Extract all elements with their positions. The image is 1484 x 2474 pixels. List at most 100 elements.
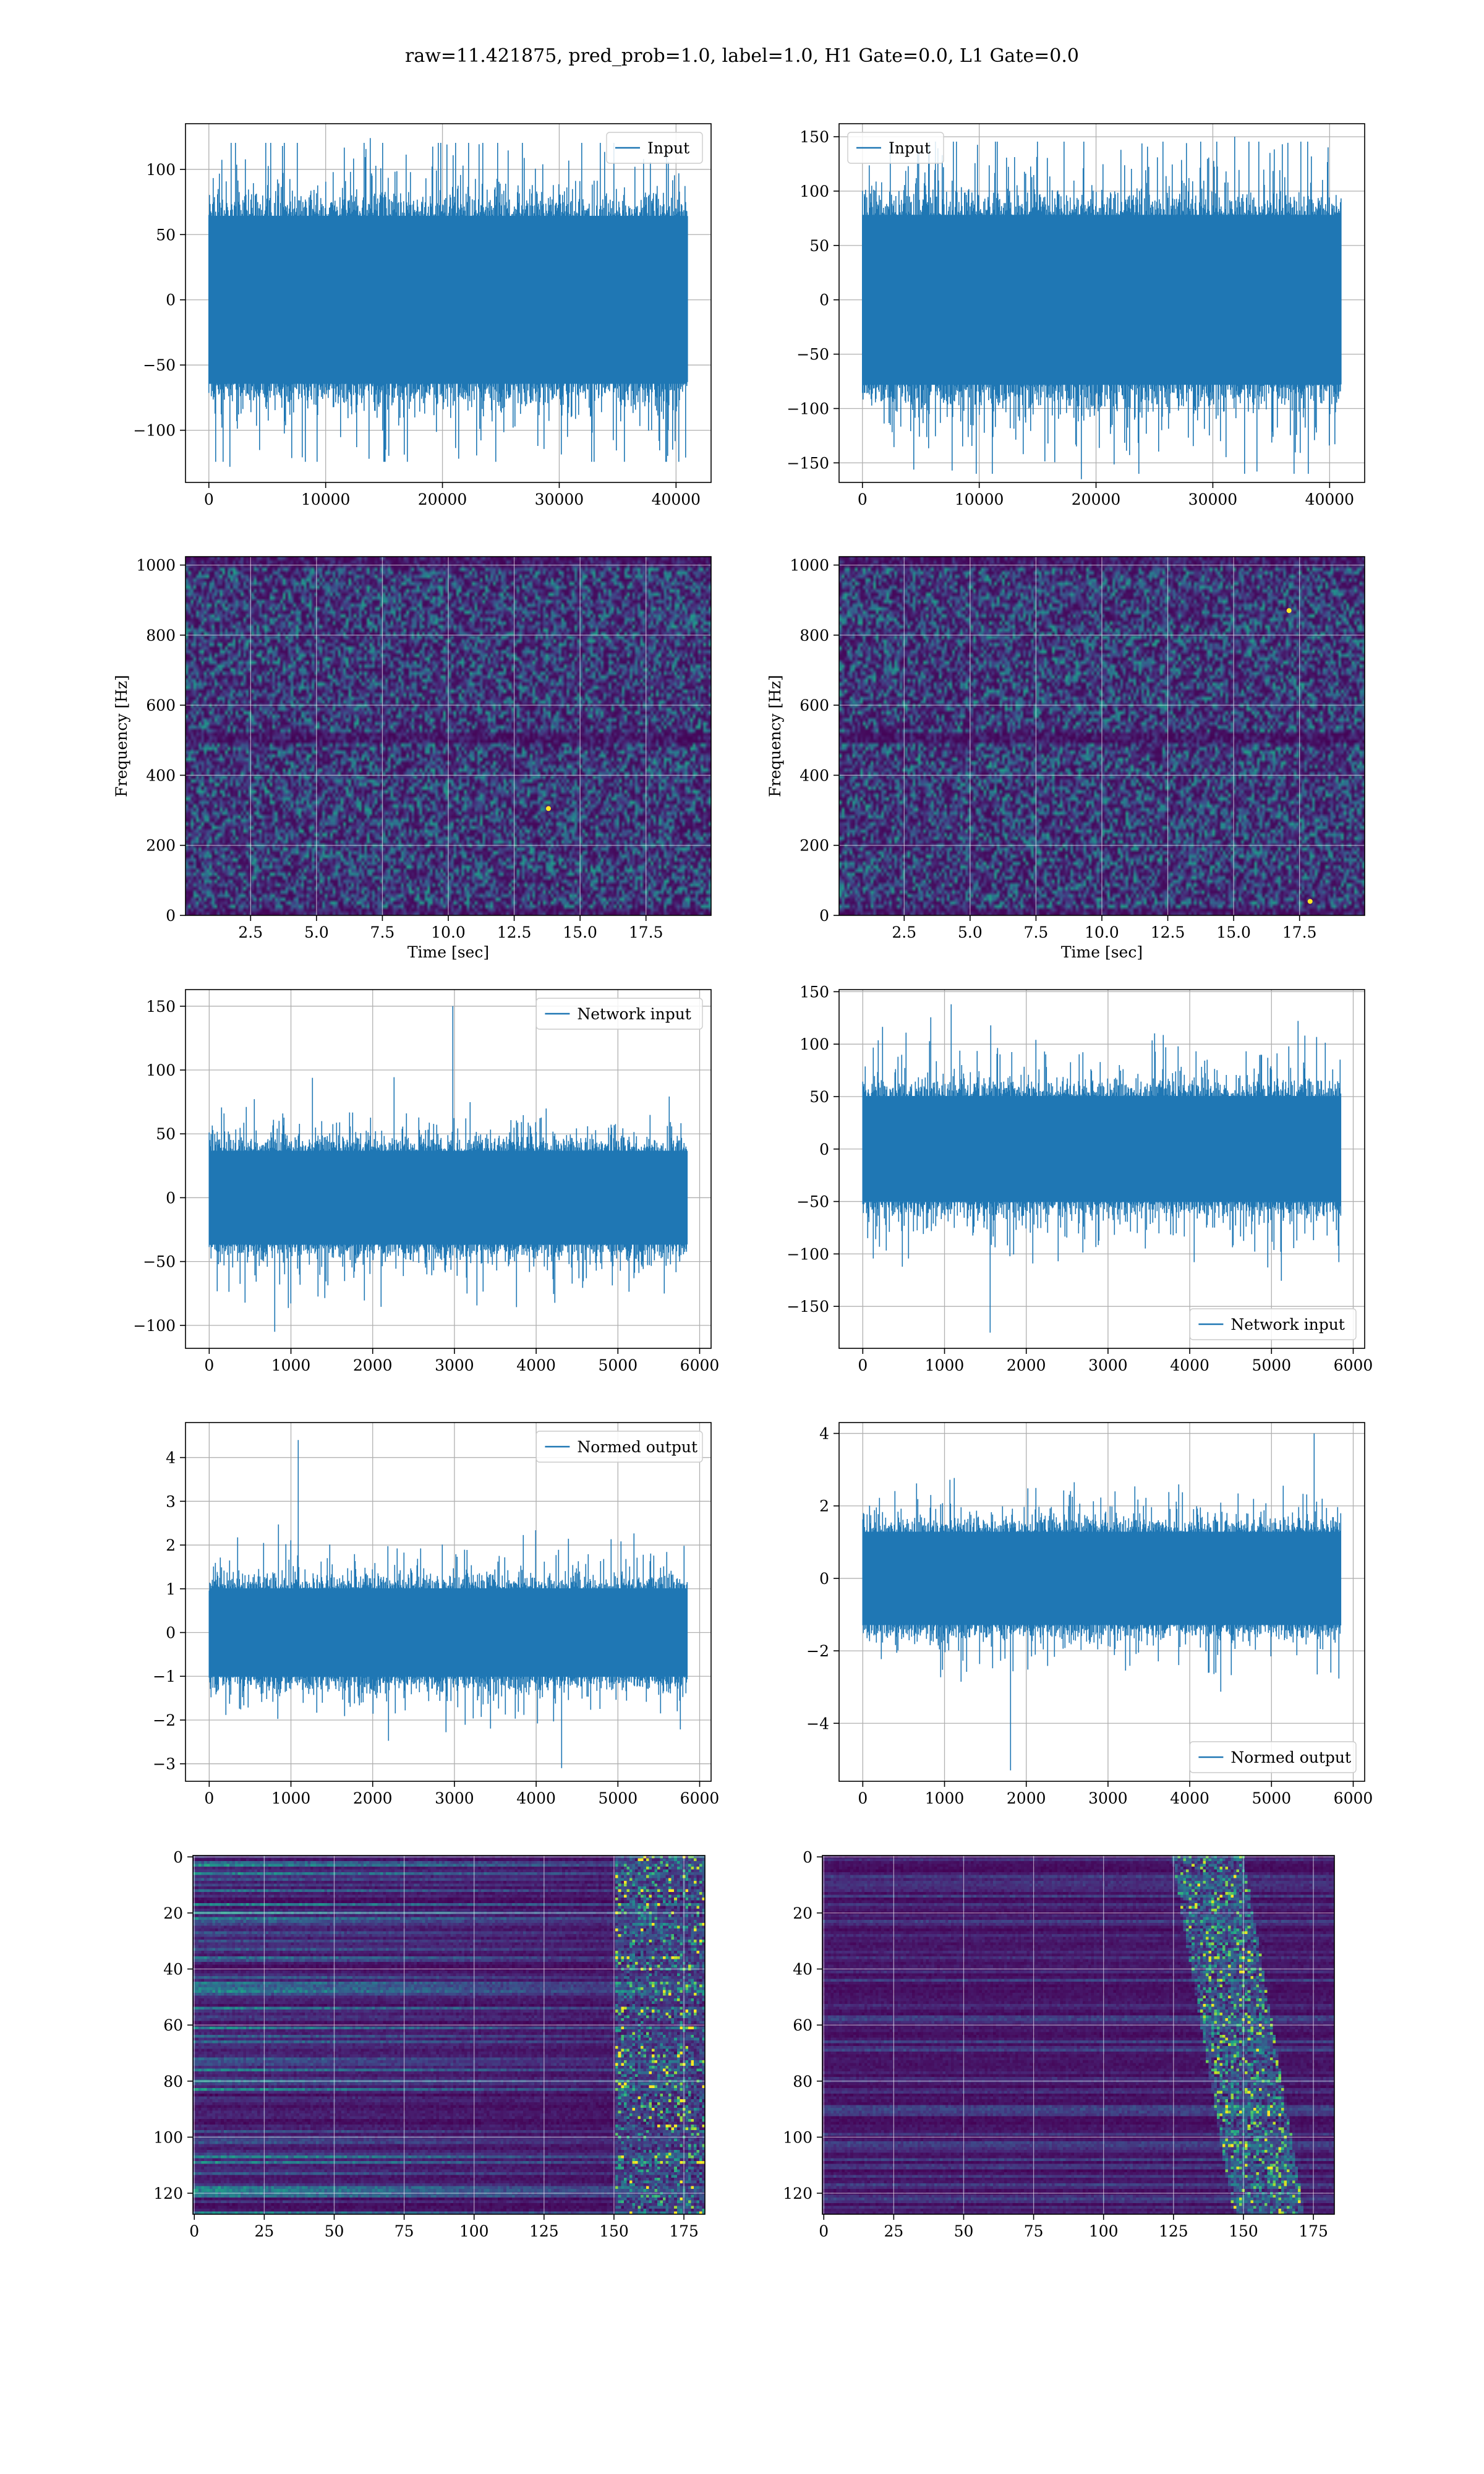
y-tick-label: 400 [146, 766, 176, 784]
y-tick-label: 1 [166, 1580, 176, 1598]
x-tick-label: 12.5 [1151, 923, 1185, 941]
x-tick-label: 40000 [1305, 490, 1355, 508]
x-tick-label: 4000 [1170, 1789, 1209, 1807]
y-tick-label: −100 [133, 422, 176, 440]
x-tick-label: 6000 [680, 1356, 720, 1374]
series-band [209, 1150, 688, 1245]
x-tick-label: 125 [1159, 2222, 1188, 2240]
x-tick-label: 0 [204, 1789, 214, 1807]
axes-frame [185, 556, 712, 916]
x-tick-label: 20000 [418, 490, 467, 508]
y-tick-label: 800 [146, 627, 176, 644]
y-tick-label: 0 [166, 1624, 176, 1642]
grid [822, 1856, 1334, 2214]
heatmap-raster [193, 1856, 705, 2214]
x-tick-label: 4000 [516, 1356, 556, 1374]
y-tick-label: 0 [819, 1141, 829, 1158]
x-tick-label: 75 [394, 2222, 414, 2240]
x-tick-label: 30000 [1188, 490, 1238, 508]
legend-box [1189, 1741, 1357, 1773]
x-tick-label: 75 [1024, 2222, 1044, 2240]
figure-title: raw=11.421875, pred_prob=1.0, label=1.0,… [405, 45, 1079, 67]
axes-frame [185, 123, 712, 483]
x-tick-label: 3000 [1088, 1789, 1128, 1807]
legend-entry: Network input [577, 1005, 691, 1023]
x-tick-label: 1000 [925, 1356, 965, 1374]
y-tick-label: 50 [156, 226, 176, 244]
x-tick-label: 150 [599, 2222, 629, 2240]
plot-area [862, 1433, 1342, 1771]
x-tick-label: 20000 [1072, 490, 1121, 508]
x-tick-label: 0 [819, 2222, 829, 2240]
x-tick-label: 5.0 [958, 923, 983, 941]
x-tick-label: 6000 [1334, 1789, 1373, 1807]
chart-network-input-h1: 0 1000 2000 3000 4000 5000 6000 −100 −50 0 50 100 15… [133, 989, 720, 1374]
chart-input-h1: 0 10000 20000 30000 40000 −100 −50 0 50 100 Input [133, 123, 712, 508]
plot-area [208, 1440, 688, 1768]
legend-box [1189, 1308, 1357, 1340]
y-tick-label: 2 [819, 1497, 829, 1515]
y-tick-label: 20 [793, 1904, 812, 1922]
chart-feature-map-l1: 0 25 50 75 100 125 150 175 0 20 40 60 80 100 120 [783, 1848, 1335, 2240]
legend-box [606, 132, 703, 164]
y-tick-label: −2 [153, 1711, 176, 1729]
legend-entry: Network input [1230, 1316, 1344, 1333]
y-tick-label: 200 [146, 837, 176, 855]
plot-area [208, 138, 688, 467]
y-tick-label: 50 [809, 237, 829, 255]
y-tick-label: 80 [793, 2073, 812, 2091]
x-tick-label: 5000 [1252, 1356, 1291, 1374]
legend: Input [606, 132, 703, 164]
y-tick-label: −3 [153, 1755, 176, 1773]
axes-frame [838, 556, 1365, 916]
y-tick-label: 0 [166, 907, 176, 925]
legend-entry: Normed output [1230, 1748, 1351, 1766]
x-tick-label: 3000 [435, 1789, 474, 1807]
y-tick-label: 0 [819, 291, 829, 309]
axes-frame [838, 1422, 1365, 1782]
x-tick-label: 10.0 [1085, 923, 1119, 941]
plot-area [208, 1006, 688, 1332]
y-axis-label: Frequency [Hz] [766, 675, 784, 797]
x-tick-label: 100 [1089, 2222, 1119, 2240]
x-tick-label: 5.0 [304, 923, 329, 941]
legend-entry: Normed output [577, 1438, 697, 1456]
x-tick-label: 0 [858, 1356, 868, 1374]
y-tick-label: 150 [146, 998, 176, 1016]
x-tick-label: 5000 [1252, 1789, 1291, 1807]
x-tick-label: 1000 [925, 1789, 965, 1807]
y-tick-label: −100 [133, 1317, 176, 1335]
axes-frame [185, 1422, 712, 1782]
y-tick-label: −4 [806, 1714, 829, 1732]
y-tick-label: 50 [809, 1088, 829, 1106]
chart-feature-map-h1: 0 25 50 75 100 125 150 175 0 20 40 60 80 100 120 [153, 1848, 706, 2240]
y-tick-label: −1 [153, 1667, 176, 1685]
axes-frame [822, 1855, 1335, 2215]
x-tick-label: 25 [884, 2222, 903, 2240]
y-tick-label: −50 [796, 346, 829, 364]
grid [193, 1856, 705, 2214]
x-tick-label: 50 [325, 2222, 344, 2240]
y-tick-label: −2 [806, 1642, 829, 1660]
x-tick-label: 1000 [271, 1789, 311, 1807]
y-axis-label: Frequency [Hz] [113, 675, 130, 797]
bright-spot [545, 806, 551, 811]
x-tick-label: 1000 [271, 1356, 311, 1374]
x-axis-label: Time [sec] [407, 943, 489, 961]
y-tick-label: −50 [796, 1193, 829, 1211]
x-tick-label: 10000 [955, 490, 1004, 508]
x-tick-label: 2000 [1007, 1356, 1046, 1374]
x-tick-label: 5000 [598, 1356, 638, 1374]
y-tick-label: 150 [800, 983, 829, 1001]
y-tick-label: 800 [800, 627, 829, 644]
y-tick-label: 200 [800, 837, 829, 855]
x-tick-label: 10000 [301, 490, 351, 508]
x-tick-label: 30000 [535, 490, 584, 508]
y-tick-label: 1000 [790, 557, 829, 575]
legend-entry: Input [889, 139, 931, 157]
x-tick-label: 15.0 [1216, 923, 1251, 941]
legend-box [847, 132, 944, 164]
plot-area [862, 1004, 1342, 1333]
y-tick-label: 120 [783, 2185, 812, 2202]
legend-box [535, 998, 703, 1030]
